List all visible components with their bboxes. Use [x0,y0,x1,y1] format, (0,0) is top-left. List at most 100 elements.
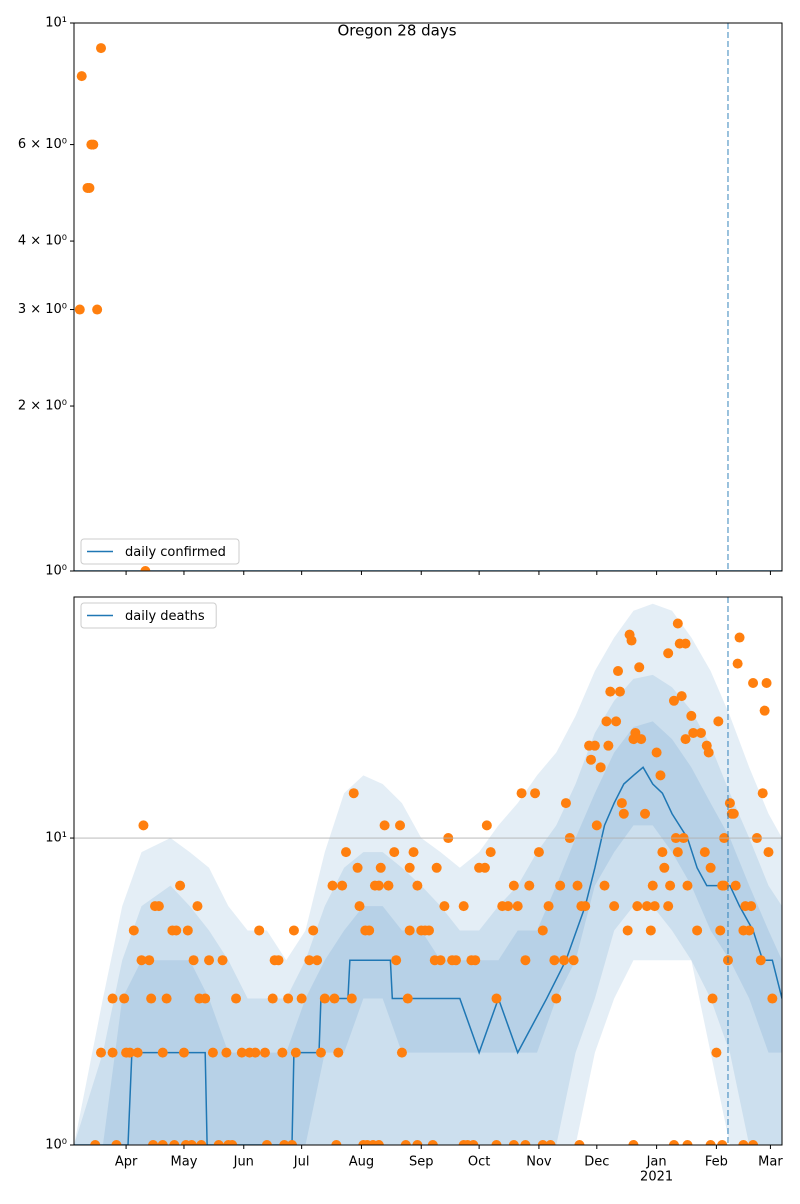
data-point [439,901,450,912]
x-tick-label: Oct [468,1155,490,1170]
data-point [404,925,415,936]
data-point [213,1140,224,1145]
data-point [746,901,757,912]
data-point [668,1140,679,1145]
data-point [568,955,579,966]
plot-area [74,603,782,1145]
data-point [580,901,591,912]
data-point [616,798,627,809]
data-point [111,1140,122,1145]
data-point [586,754,597,765]
data-point [192,901,203,912]
data-point [491,993,502,1004]
data-point [613,666,624,677]
data-point [290,1047,301,1058]
data-point [450,955,461,966]
data-point [132,1047,143,1058]
y-tick-label: 4 × 10⁰ [18,234,67,249]
x-tick-label: Nov [526,1155,552,1170]
data-point [327,880,338,891]
data-point [221,1047,232,1058]
data-point [88,139,99,150]
data-point [373,1140,384,1145]
data-point [711,1047,722,1058]
data-point [611,716,622,727]
data-point [236,1047,247,1058]
data-point [732,658,743,669]
data-point [663,648,674,659]
data-point [632,901,643,912]
data-point [412,880,423,891]
data-point [96,43,107,54]
data-point [657,847,668,858]
data-point [431,862,442,873]
data-point [375,862,386,873]
data-point [90,1140,101,1145]
data-point [96,1047,107,1058]
data-point [107,993,118,1004]
data-point [682,880,693,891]
data-point [688,727,699,738]
data-point [76,71,87,82]
data-point [171,925,182,936]
data-point [755,955,766,966]
data-point [680,638,691,649]
data-point [319,993,330,1004]
data-point [331,1140,342,1145]
data-point [308,925,319,936]
data-point [383,880,394,891]
data-point [549,955,560,966]
data-point [427,1140,438,1145]
data-point [622,925,633,936]
data-point [288,925,299,936]
data-point [601,716,612,727]
data-point [178,1047,189,1058]
x-tick-label: Jan [646,1155,667,1170]
data-point [682,1140,693,1145]
data-point [491,1140,502,1145]
data-point [408,847,419,858]
data-point [738,1140,749,1145]
data-point [763,847,774,858]
x-tick-label: Dec [584,1155,609,1170]
data-point [279,1140,290,1145]
y-tick-label: 10¹ [45,831,67,846]
data-point [647,880,658,891]
x-tick-label: Jul [293,1155,310,1170]
y-tick-label: 10⁰ [45,1138,67,1153]
data-point [128,925,139,936]
data-point [146,993,157,1004]
data-point [574,1140,585,1145]
data-point [641,901,652,912]
y-tick-label: 2 × 10⁰ [18,399,67,414]
data-point [481,820,492,831]
data-point [124,1047,135,1058]
data-point [524,880,535,891]
data-point [634,662,645,673]
data-point [560,798,571,809]
confidence-band [74,721,782,1145]
data-point [144,955,155,966]
data-point [470,955,481,966]
data-point [217,955,228,966]
data-point [304,955,315,966]
data-point [312,955,323,966]
data-point [402,993,413,1004]
data-point [533,847,544,858]
data-point [503,901,514,912]
data-point [354,901,365,912]
axes-frame [73,596,783,1146]
data-point [695,727,706,738]
data-point [329,993,340,1004]
data-point [84,182,95,193]
x-tick-sublabel: 2021 [640,1170,673,1185]
data-point [668,695,679,706]
data-point [686,710,697,721]
data-point [107,1047,118,1058]
data-point [699,847,710,858]
data-point [485,847,496,858]
data-point [520,955,531,966]
data-point [175,880,186,891]
data-point [396,1047,407,1058]
data-point [537,1140,548,1145]
